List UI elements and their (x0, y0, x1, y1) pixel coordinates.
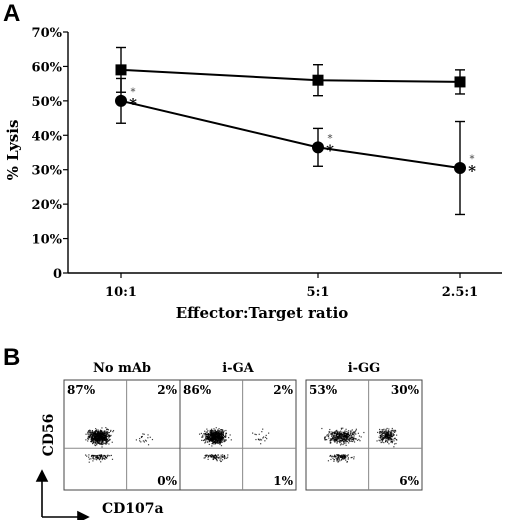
series-line-circle (120, 99, 461, 169)
significance-asterisk: * (328, 133, 333, 144)
y-tick-label: 40% (32, 129, 63, 144)
panel-a-label: A (3, 0, 21, 27)
data-point-square (115, 64, 127, 76)
significance-asterisk: * (468, 162, 476, 180)
event-dots (198, 427, 270, 463)
significance-asterisk: * (326, 141, 334, 159)
y-tick-label: 30% (32, 164, 63, 179)
quadrant-upper-left-value: 86% (183, 383, 212, 397)
x-tick-label: 5:1 (307, 285, 330, 300)
quadrant-lower-right-value: 6% (399, 474, 419, 488)
dot-plot-title: No mAb (93, 361, 151, 376)
event-dots (84, 427, 154, 463)
flow-cytometry-panel: No mAb 87% 2% 0% i-GA 86% 2% 1% i-GG 53% 30% 6% CD5… (35, 361, 423, 520)
y-tick-label: 0 (53, 267, 62, 282)
y-tick-label: 10% (32, 233, 63, 248)
cd107a-axis-label: CD107a (102, 501, 164, 517)
significance-asterisk: * (470, 154, 475, 165)
dot-plot-frame (179, 379, 297, 491)
y-tick-label: 60% (32, 60, 63, 75)
series-line-square (120, 68, 461, 83)
data-point-circle (115, 94, 127, 107)
dot-plot-title: i-GA (222, 361, 254, 376)
quadrant-lower-right-value: 0% (157, 474, 177, 488)
lysis-line-chart: 010%20%30%40%50%60%70%10:1 5:1 2.5:1 *****… (4, 26, 502, 322)
cd56-axis-label: CD56 (41, 414, 57, 457)
quadrant-upper-left-value: 87% (67, 383, 96, 397)
data-point-circle (454, 161, 466, 174)
data-point-square (454, 76, 466, 88)
panel-b-label: B (3, 344, 21, 371)
data-point-square (312, 74, 324, 86)
quadrant-lower-right-value: 1% (273, 474, 293, 488)
y-tick-label: 50% (32, 95, 63, 110)
quadrant-upper-right-value: 2% (157, 383, 177, 397)
significance-asterisk: * (129, 95, 137, 113)
quadrant-upper-left-value: 53% (309, 383, 338, 397)
quadrant-upper-right-value: 30% (391, 383, 420, 397)
y-tick-label: 70% (32, 26, 63, 41)
dot-plot-frame (305, 379, 423, 491)
quadrant-upper-right-value: 2% (273, 383, 293, 397)
x-tick-label: 2.5:1 (442, 285, 478, 300)
dot-plot-title: i-GG (348, 361, 381, 376)
y-tick-label: 20% (32, 198, 63, 213)
event-dots (321, 427, 398, 463)
axis-arrows (35, 469, 90, 520)
y-axis-label: % Lysis (4, 120, 22, 181)
data-point-circle (312, 141, 324, 154)
significance-asterisk: * (131, 87, 136, 98)
x-tick-label: 10:1 (105, 285, 137, 300)
x-axis-label: Effector:Target ratio (176, 304, 349, 322)
